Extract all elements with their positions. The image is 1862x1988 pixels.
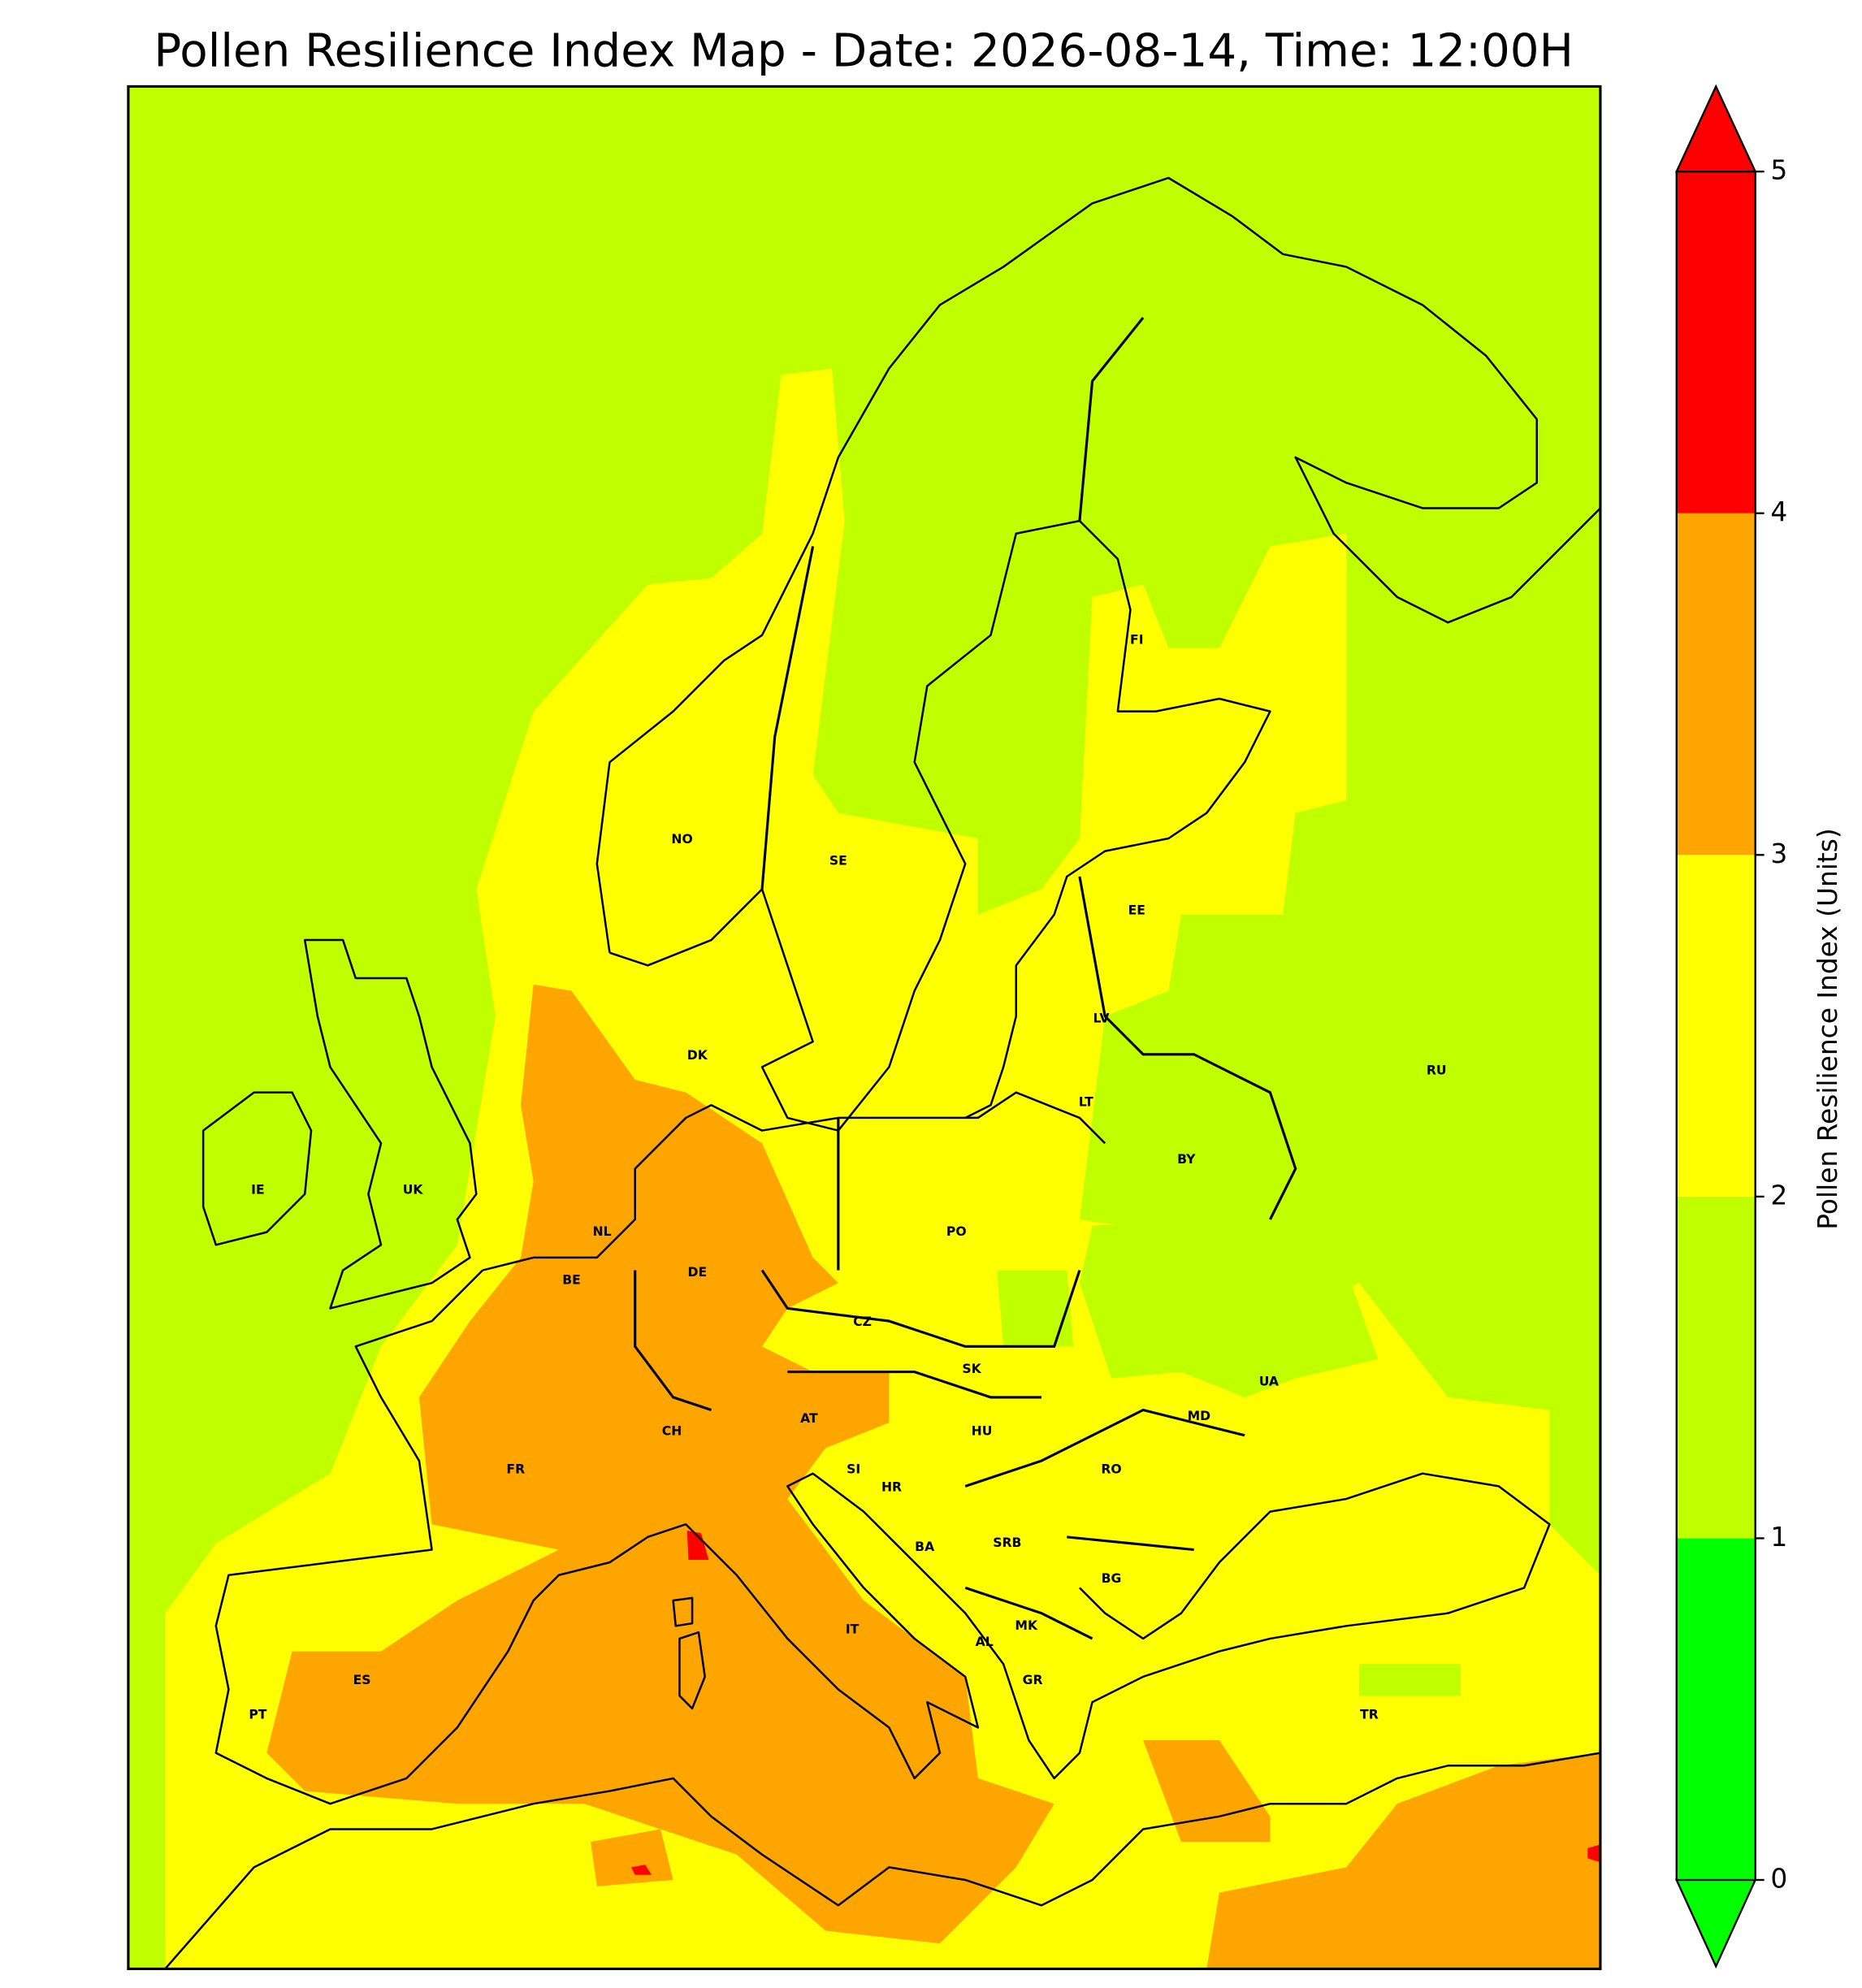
field-red: [1587, 1844, 1600, 1863]
coastline: [214, 1269, 1551, 1805]
colorbar-outline: [1675, 171, 1756, 1880]
country-label: SI: [847, 1462, 860, 1477]
field-green: [997, 1270, 1074, 1347]
colorbar-tick-label: 5: [1770, 155, 1787, 186]
field-green: [1079, 1219, 1379, 1397]
country-label: TR: [1360, 1706, 1379, 1722]
country-label: LV: [1093, 1010, 1111, 1025]
field-red: [631, 1865, 652, 1875]
country-labels: NO SE FI EE LV LT RU BY DK IE UK NL BE DE PO CZ SK UA AT MD…: [249, 632, 1446, 1722]
country-label: CH: [662, 1423, 682, 1439]
country-label: RU: [1427, 1063, 1447, 1078]
country-label: HU: [972, 1423, 993, 1439]
country-label: PT: [249, 1706, 266, 1722]
coastline: [672, 1596, 706, 1710]
country-label: CZ: [853, 1314, 872, 1329]
country-label: BE: [562, 1272, 581, 1288]
country-label: MK: [1015, 1618, 1038, 1633]
border: [634, 316, 1297, 1640]
map-frame: [127, 84, 1602, 1971]
country-label: IT: [846, 1622, 860, 1637]
coastline: [303, 938, 478, 1310]
country-label: DK: [687, 1047, 708, 1063]
colorbar: 0 1 2 3 4 5: [1674, 84, 1787, 1969]
country-label: RO: [1101, 1462, 1121, 1477]
title: Pollen Resilience Index Map - Date: 2026…: [154, 24, 1574, 77]
country-label: BG: [1102, 1570, 1122, 1586]
country-label: SE: [829, 853, 847, 868]
country-label: GR: [1023, 1672, 1043, 1687]
field-orange: [1143, 1740, 1271, 1843]
colorbar-band: [1676, 171, 1756, 513]
colorbar-band: [1676, 855, 1756, 1197]
coastline: [201, 1091, 313, 1246]
colorbar-tick-label: 4: [1770, 496, 1787, 527]
field-orange: [1206, 1752, 1600, 1969]
colorbar-tick-label: 0: [1770, 1863, 1787, 1894]
coastline: [609, 519, 1271, 1132]
country-label: SK: [962, 1361, 981, 1376]
country-label: HR: [881, 1479, 902, 1494]
country-label: BA: [915, 1539, 935, 1554]
colorbar-band: [1676, 1196, 1756, 1539]
colorbar-tick-label: 3: [1770, 838, 1787, 869]
country-label: FR: [506, 1462, 525, 1477]
field-red: [686, 1531, 709, 1561]
colorbar-extend-under: [1674, 1878, 1757, 1969]
country-label: UA: [1259, 1374, 1280, 1389]
country-label: IE: [251, 1182, 265, 1198]
country-label: FI: [1130, 632, 1144, 648]
country-label: DE: [687, 1264, 707, 1280]
country-label: EE: [1128, 903, 1145, 918]
colorbar-extend-over: [1674, 84, 1757, 173]
country-label: AL: [976, 1634, 994, 1649]
colorbar-tick-label: 1: [1770, 1522, 1787, 1553]
country-label: ES: [353, 1672, 371, 1687]
country-label: SRB: [993, 1535, 1021, 1550]
field-green: [1358, 1664, 1461, 1696]
coastline: [164, 1752, 1600, 1969]
country-label: AT: [800, 1410, 818, 1426]
colorbar-label: Pollen Resilience Index (Units): [1812, 828, 1843, 1229]
country-label: BY: [1177, 1151, 1196, 1167]
country-label: NL: [593, 1224, 612, 1239]
coastline: [482, 1091, 1106, 1271]
country-label: NO: [671, 831, 692, 847]
country-label: PO: [946, 1224, 967, 1239]
field-orange: [590, 1829, 673, 1886]
country-label: UK: [403, 1182, 424, 1198]
country-label: LT: [1079, 1094, 1093, 1110]
colorbar-tick-label: 2: [1770, 1180, 1787, 1211]
colorbar-band: [1676, 513, 1756, 855]
map: NO SE FI EE LV LT RU BY DK IE UK NL BE DE PO CZ SK UA AT MD…: [127, 84, 1602, 1971]
colorbar-band: [1676, 1538, 1756, 1880]
country-label: MD: [1188, 1408, 1211, 1423]
coastline: [595, 176, 1600, 953]
